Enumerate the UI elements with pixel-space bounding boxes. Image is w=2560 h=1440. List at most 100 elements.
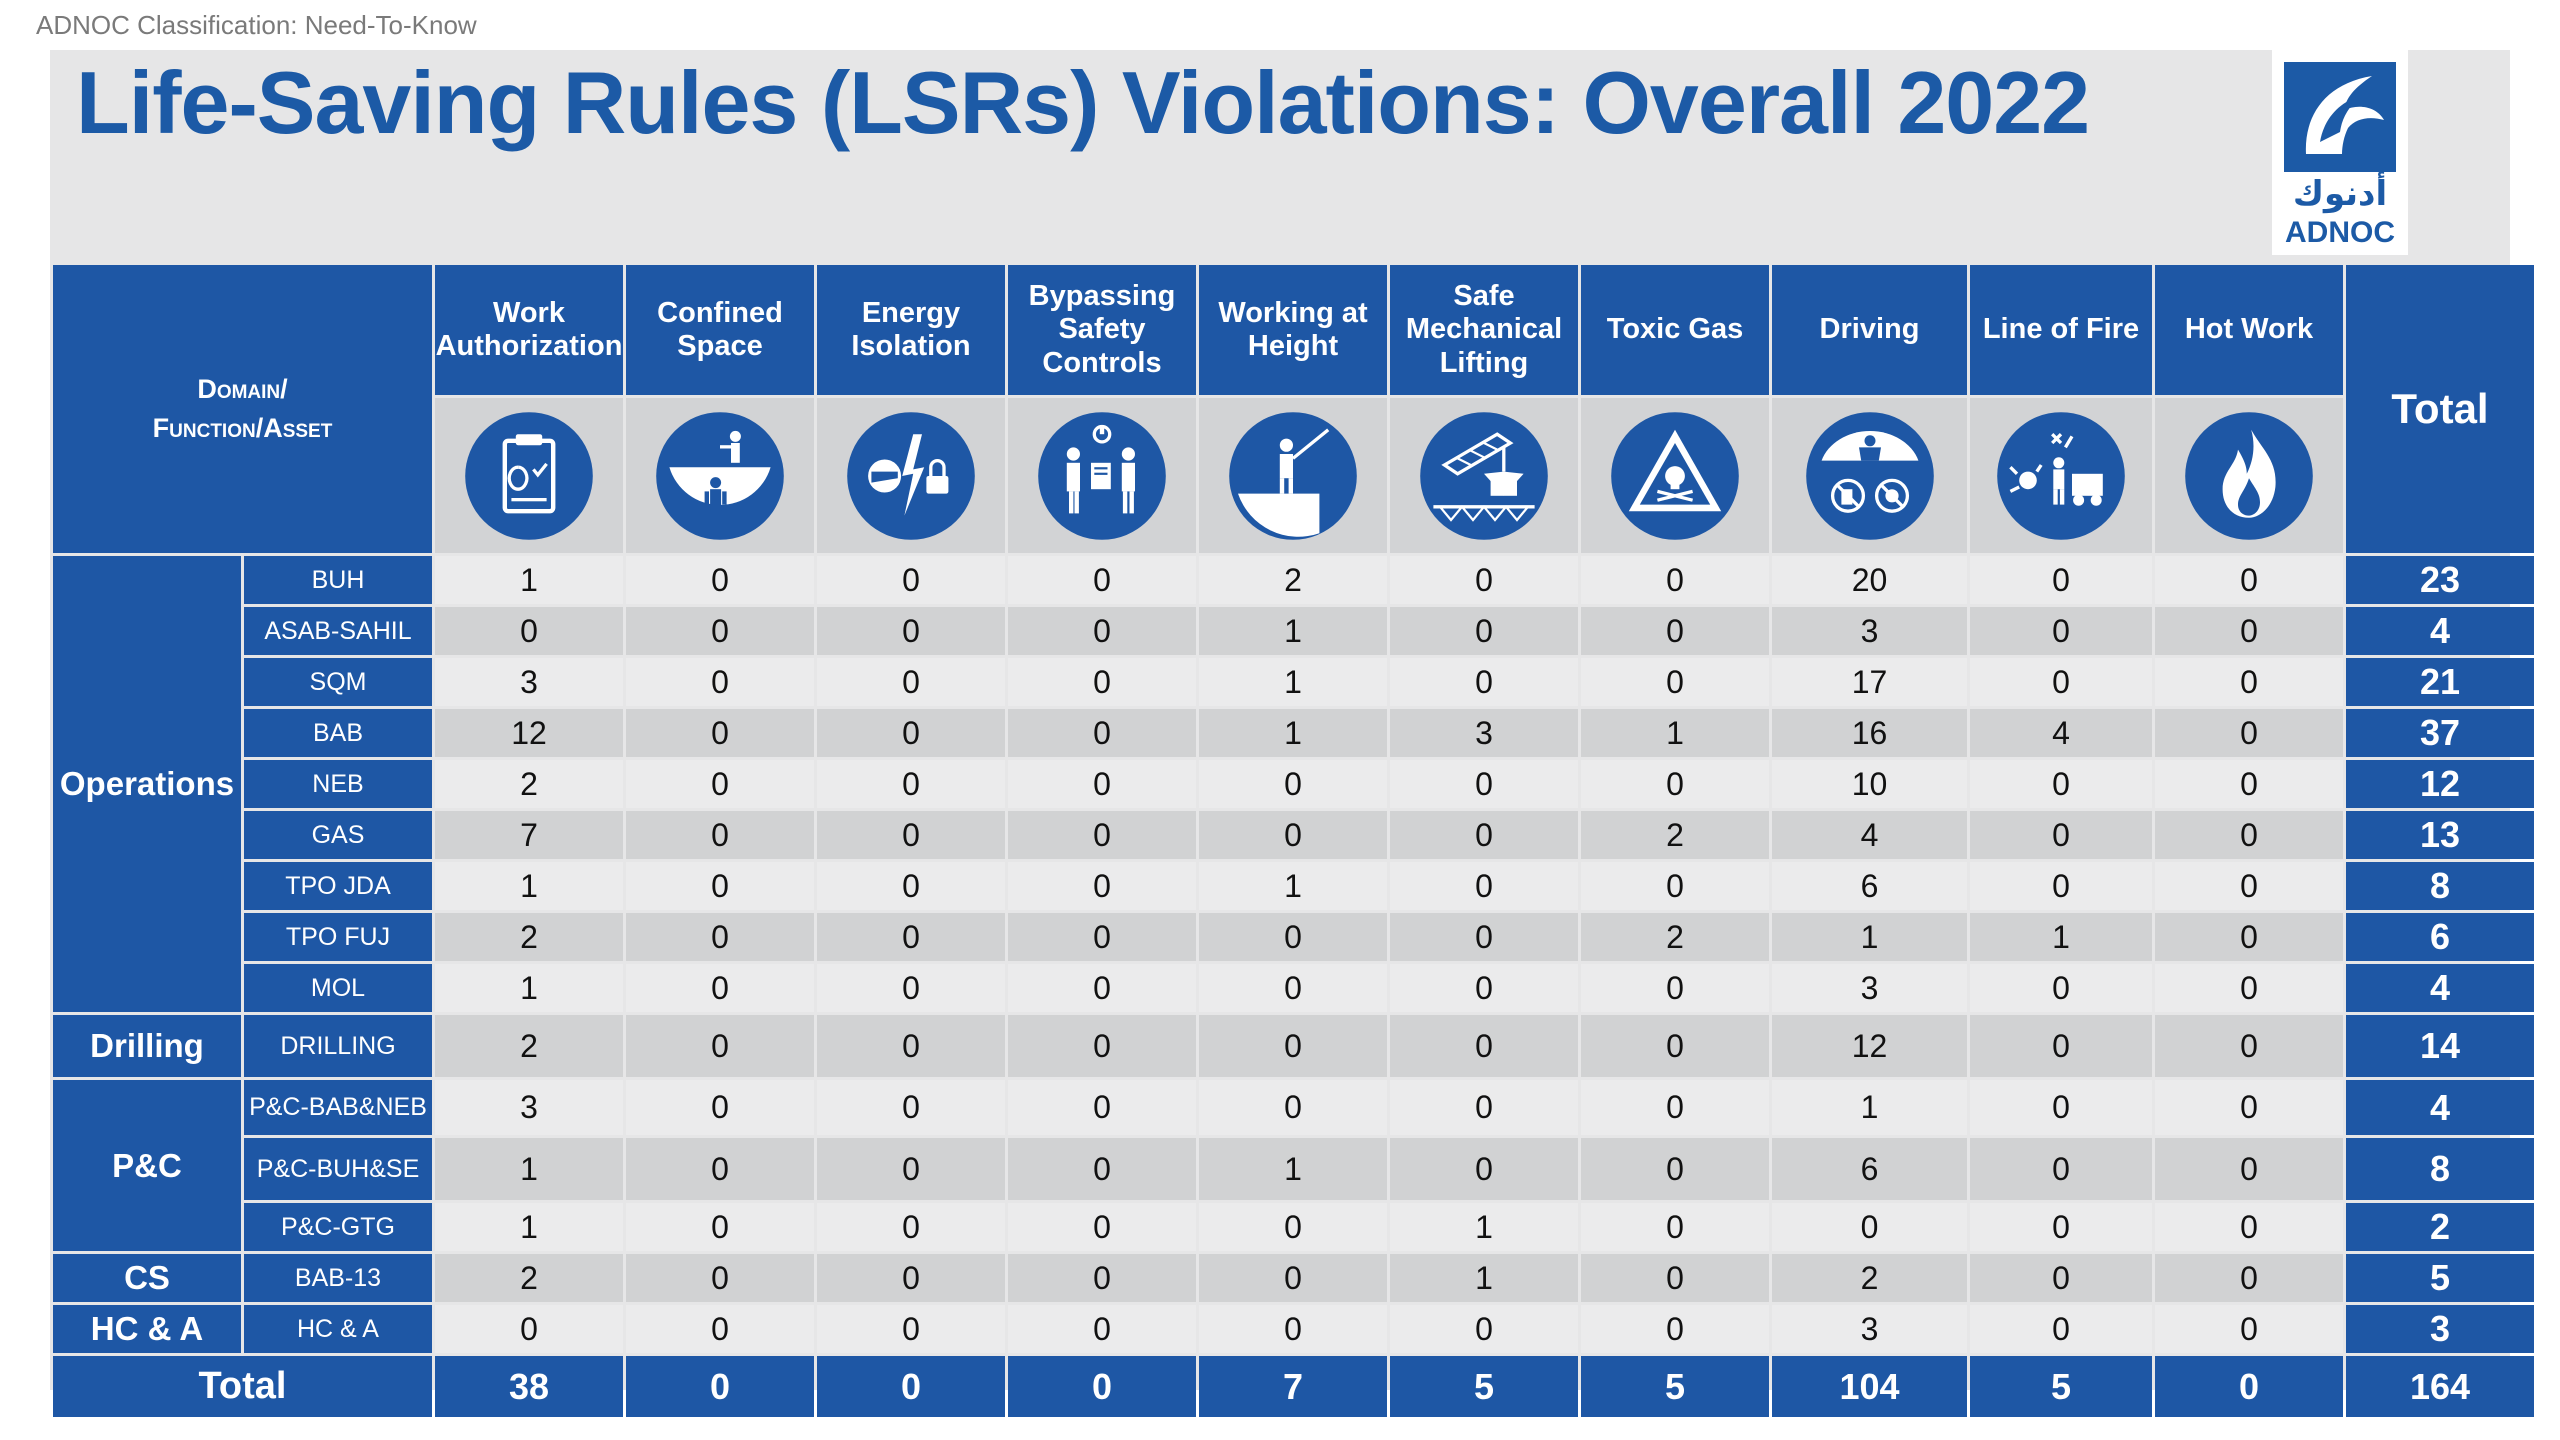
icon-cell	[817, 398, 1005, 553]
group-label-cs: CS	[53, 1254, 241, 1302]
lifting-icon	[1420, 411, 1548, 540]
table-cell: 0	[626, 1138, 814, 1200]
table-cell: 1	[1581, 709, 1769, 757]
row-total: 14	[2346, 1015, 2534, 1077]
table-cell: 1	[1199, 709, 1387, 757]
driving-icon	[1805, 411, 1934, 540]
table-cell: 0	[1390, 760, 1578, 808]
table-cell: 0	[1581, 1203, 1769, 1251]
table-cell: 0	[1199, 1080, 1387, 1135]
asset-label: GAS	[244, 811, 432, 859]
table-cell: 17	[1772, 658, 1967, 706]
table-cell: 0	[817, 607, 1005, 655]
table-cell: 1	[1199, 1138, 1387, 1200]
table-cell: 20	[1772, 556, 1967, 604]
table-cell: 1	[1199, 658, 1387, 706]
total-column-header: Total	[2346, 265, 2534, 553]
table-cell: 16	[1772, 709, 1967, 757]
column-header-working-at-height: Working at Height	[1199, 265, 1387, 395]
table-cell: 0	[2155, 1138, 2343, 1200]
table-cell: 0	[1008, 1138, 1196, 1200]
column-header-lifting: Safe Mechanical Lifting	[1390, 265, 1578, 395]
table-cell: 4	[1772, 811, 1967, 859]
asset-label: ASAB-SAHIL	[244, 607, 432, 655]
group-label-operations: Operations	[53, 556, 241, 1012]
table-cell: 2	[1581, 811, 1769, 859]
table-cell: 0	[1390, 964, 1578, 1012]
table-cell: 0	[1581, 658, 1769, 706]
table-cell: 0	[626, 1203, 814, 1251]
working-at-height-icon	[1229, 411, 1357, 540]
column-total: 5	[1581, 1356, 1769, 1417]
table-cell: 0	[1390, 556, 1578, 604]
column-header-permit: Work Authorization	[435, 265, 623, 395]
row-total: 37	[2346, 709, 2534, 757]
table-cell: 1	[435, 862, 623, 910]
column-header-energy-isolation: Energy Isolation	[817, 265, 1005, 395]
column-total: 104	[1772, 1356, 1967, 1417]
table-cell: 2	[1199, 556, 1387, 604]
table-cell: 0	[1199, 1254, 1387, 1302]
table-cell: 1	[435, 556, 623, 604]
adnoc-logo: أدنوك ADNOC	[2272, 50, 2408, 255]
table-cell: 0	[1581, 607, 1769, 655]
grand-total: 164	[2346, 1356, 2534, 1417]
column-total: 0	[2155, 1356, 2343, 1417]
table-cell: 0	[1970, 1254, 2152, 1302]
hot-work-icon	[2185, 411, 2313, 540]
table-cell: 0	[1581, 1254, 1769, 1302]
column-header-toxic-gas: Toxic Gas	[1581, 265, 1769, 395]
table-cell: 7	[435, 811, 623, 859]
table-cell: 0	[2155, 1015, 2343, 1077]
table-cell: 0	[1008, 556, 1196, 604]
table-cell: 0	[2155, 811, 2343, 859]
table-cell: 0	[1970, 760, 2152, 808]
table-cell: 0	[1199, 1015, 1387, 1077]
column-total: 5	[1390, 1356, 1578, 1417]
table-cell: 0	[1970, 1138, 2152, 1200]
row-total: 4	[2346, 607, 2534, 655]
table-cell: 1	[435, 1138, 623, 1200]
table-cell: 3	[1772, 607, 1967, 655]
asset-label: P&C-BAB&NEB	[244, 1080, 432, 1135]
icon-cell	[2155, 398, 2343, 553]
table-cell: 0	[1008, 1305, 1196, 1353]
bypassing-controls-icon	[1038, 411, 1166, 540]
column-total: 7	[1199, 1356, 1387, 1417]
table-cell: 3	[1772, 1305, 1967, 1353]
table-cell: 0	[1008, 1254, 1196, 1302]
table-cell: 0	[1390, 1080, 1578, 1135]
table-cell: 0	[626, 1254, 814, 1302]
row-total: 23	[2346, 556, 2534, 604]
row-total: 8	[2346, 1138, 2534, 1200]
falcon-logo-icon	[2284, 62, 2396, 172]
table-cell: 0	[1008, 913, 1196, 961]
line-of-fire-icon	[1997, 411, 2125, 540]
icon-cell	[1581, 398, 1769, 553]
table-cell: 0	[1970, 658, 2152, 706]
asset-label: TPO JDA	[244, 862, 432, 910]
table-cell: 0	[2155, 658, 2343, 706]
table-cell: 10	[1772, 760, 1967, 808]
table-cell: 1	[1970, 913, 2152, 961]
table-cell: 0	[2155, 1305, 2343, 1353]
table-cell: 0	[1970, 862, 2152, 910]
permit-icon	[465, 411, 593, 540]
domain-header-line-1: Domain/	[197, 373, 288, 404]
asset-label: HC & A	[244, 1305, 432, 1353]
table-cell: 0	[817, 556, 1005, 604]
table-cell: 0	[1008, 862, 1196, 910]
table-cell: 0	[2155, 862, 2343, 910]
table-cell: 0	[1008, 1015, 1196, 1077]
table-cell: 0	[626, 862, 814, 910]
table-cell: 0	[435, 1305, 623, 1353]
table-cell: 0	[626, 760, 814, 808]
table-cell: 1	[435, 964, 623, 1012]
group-label-hc-a: HC & A	[53, 1305, 241, 1353]
column-header-hot-work: Hot Work	[2155, 265, 2343, 395]
table-cell: 0	[2155, 556, 2343, 604]
table-cell: 0	[1008, 964, 1196, 1012]
table-cell: 0	[1390, 913, 1578, 961]
table-cell: 0	[1008, 658, 1196, 706]
column-header-bypassing-controls: Bypassing Safety Controls	[1008, 265, 1196, 395]
